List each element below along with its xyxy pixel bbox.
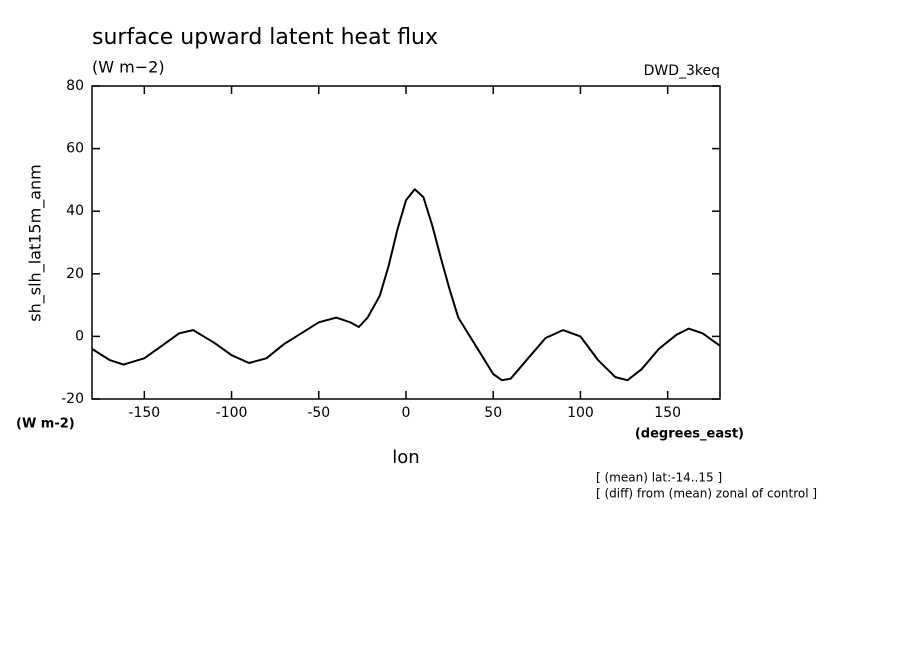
y-axis-label: sh_slh_lat15m_anm	[26, 164, 46, 321]
x-axis-label: lon	[392, 447, 419, 468]
x-tick-label: -100	[216, 405, 248, 421]
note: [ (diff) from (mean) zonal of control ]	[596, 487, 817, 501]
y-tick-label: 20	[66, 266, 84, 282]
chart-subtitle: (W m−2)	[92, 58, 165, 77]
x-tick-label: -50	[307, 405, 330, 421]
y-tick-label: 60	[66, 141, 84, 157]
x-tick-label: -150	[128, 405, 160, 421]
data-line	[91, 188, 721, 382]
x-tick-label: 50	[484, 405, 502, 421]
x-axis-unit: (degrees_east)	[635, 427, 744, 442]
x-tick-label: 100	[567, 405, 594, 421]
y-axis-unit: (W m-2)	[16, 417, 75, 432]
plot-frame	[91, 85, 721, 400]
note: [ (mean) lat:-14..15 ]	[596, 471, 722, 485]
x-tick-label: 0	[402, 405, 411, 421]
y-tick-label: 0	[75, 328, 84, 344]
y-tick-label: -20	[61, 391, 84, 407]
chart-title: surface upward latent heat flux	[92, 25, 438, 50]
y-tick-label: 40	[66, 203, 84, 219]
y-tick-label: 80	[66, 78, 84, 94]
x-tick-label: 150	[654, 405, 681, 421]
source-label: DWD_3keq	[644, 63, 720, 79]
